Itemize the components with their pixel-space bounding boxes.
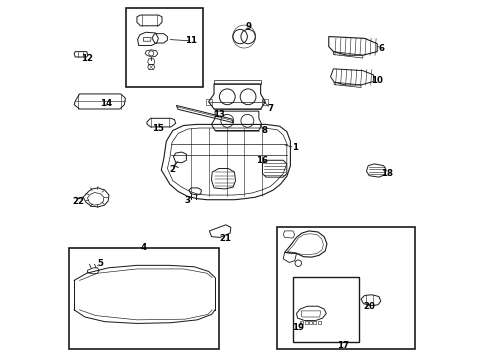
Text: 10: 10 [370,76,382,85]
Text: 13: 13 [212,110,224,119]
Text: 3: 3 [184,196,190,205]
Text: 5: 5 [97,259,103,268]
Text: 22: 22 [73,197,84,206]
Text: 12: 12 [81,54,93,63]
Text: 14: 14 [100,99,112,108]
Text: 20: 20 [363,302,374,311]
Text: 7: 7 [267,104,273,113]
Text: 11: 11 [185,36,197,45]
Text: 8: 8 [261,126,266,135]
Text: 19: 19 [291,323,303,332]
Text: 21: 21 [220,234,231,243]
Text: 15: 15 [151,123,163,132]
Text: 4: 4 [141,243,147,252]
Text: 1: 1 [291,143,297,152]
Text: 18: 18 [381,169,392,178]
Text: 9: 9 [245,22,251,31]
Text: 16: 16 [255,156,267,165]
Text: 17: 17 [336,341,348,350]
Text: 6: 6 [378,44,384,53]
Text: 2: 2 [169,166,175,175]
